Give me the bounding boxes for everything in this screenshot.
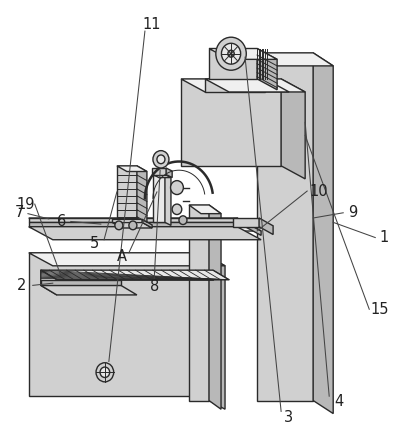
Polygon shape bbox=[152, 174, 164, 222]
Polygon shape bbox=[152, 174, 170, 177]
Polygon shape bbox=[164, 174, 170, 225]
Text: 7: 7 bbox=[15, 205, 24, 220]
Circle shape bbox=[170, 181, 183, 194]
Polygon shape bbox=[112, 222, 152, 228]
Polygon shape bbox=[28, 227, 260, 240]
Circle shape bbox=[129, 221, 137, 230]
Polygon shape bbox=[258, 218, 272, 235]
Polygon shape bbox=[41, 280, 121, 286]
Polygon shape bbox=[205, 79, 288, 92]
Circle shape bbox=[156, 155, 164, 164]
Polygon shape bbox=[237, 218, 260, 235]
Text: 10: 10 bbox=[308, 184, 327, 198]
Polygon shape bbox=[28, 253, 225, 266]
Polygon shape bbox=[180, 79, 280, 166]
Polygon shape bbox=[188, 205, 209, 401]
Polygon shape bbox=[117, 166, 146, 171]
Polygon shape bbox=[137, 166, 146, 224]
Polygon shape bbox=[28, 218, 237, 222]
Text: 6: 6 bbox=[57, 214, 67, 229]
Circle shape bbox=[100, 367, 109, 378]
Polygon shape bbox=[166, 168, 172, 177]
Polygon shape bbox=[117, 166, 137, 218]
Text: 3: 3 bbox=[283, 410, 292, 426]
Polygon shape bbox=[142, 219, 152, 228]
Circle shape bbox=[215, 37, 246, 70]
Text: 19: 19 bbox=[16, 197, 35, 211]
Polygon shape bbox=[233, 218, 258, 227]
Text: 4: 4 bbox=[334, 394, 343, 409]
Polygon shape bbox=[188, 205, 221, 214]
Polygon shape bbox=[28, 253, 200, 396]
Text: 2: 2 bbox=[17, 278, 26, 293]
Polygon shape bbox=[257, 48, 276, 90]
Text: 5: 5 bbox=[90, 236, 99, 251]
Circle shape bbox=[96, 363, 113, 382]
Text: 11: 11 bbox=[142, 17, 161, 32]
Text: 9: 9 bbox=[347, 205, 356, 220]
Polygon shape bbox=[112, 219, 142, 222]
Polygon shape bbox=[180, 79, 304, 92]
Circle shape bbox=[221, 43, 240, 64]
Polygon shape bbox=[280, 79, 304, 179]
Polygon shape bbox=[28, 218, 260, 231]
Circle shape bbox=[172, 204, 181, 215]
Polygon shape bbox=[151, 168, 166, 174]
Polygon shape bbox=[209, 48, 276, 59]
Polygon shape bbox=[41, 270, 229, 280]
Text: 8: 8 bbox=[149, 279, 158, 294]
Text: A: A bbox=[117, 249, 127, 264]
Text: 1: 1 bbox=[379, 230, 388, 245]
Polygon shape bbox=[41, 270, 57, 295]
Polygon shape bbox=[41, 286, 137, 295]
Text: 15: 15 bbox=[370, 302, 388, 317]
Polygon shape bbox=[205, 79, 264, 92]
Circle shape bbox=[115, 221, 123, 230]
Polygon shape bbox=[28, 222, 237, 227]
Circle shape bbox=[152, 150, 168, 168]
Polygon shape bbox=[257, 53, 312, 401]
Polygon shape bbox=[312, 53, 332, 414]
Polygon shape bbox=[257, 53, 332, 66]
Polygon shape bbox=[200, 253, 225, 409]
Polygon shape bbox=[209, 48, 257, 79]
Polygon shape bbox=[209, 205, 221, 409]
Circle shape bbox=[227, 50, 234, 57]
Circle shape bbox=[178, 216, 186, 225]
